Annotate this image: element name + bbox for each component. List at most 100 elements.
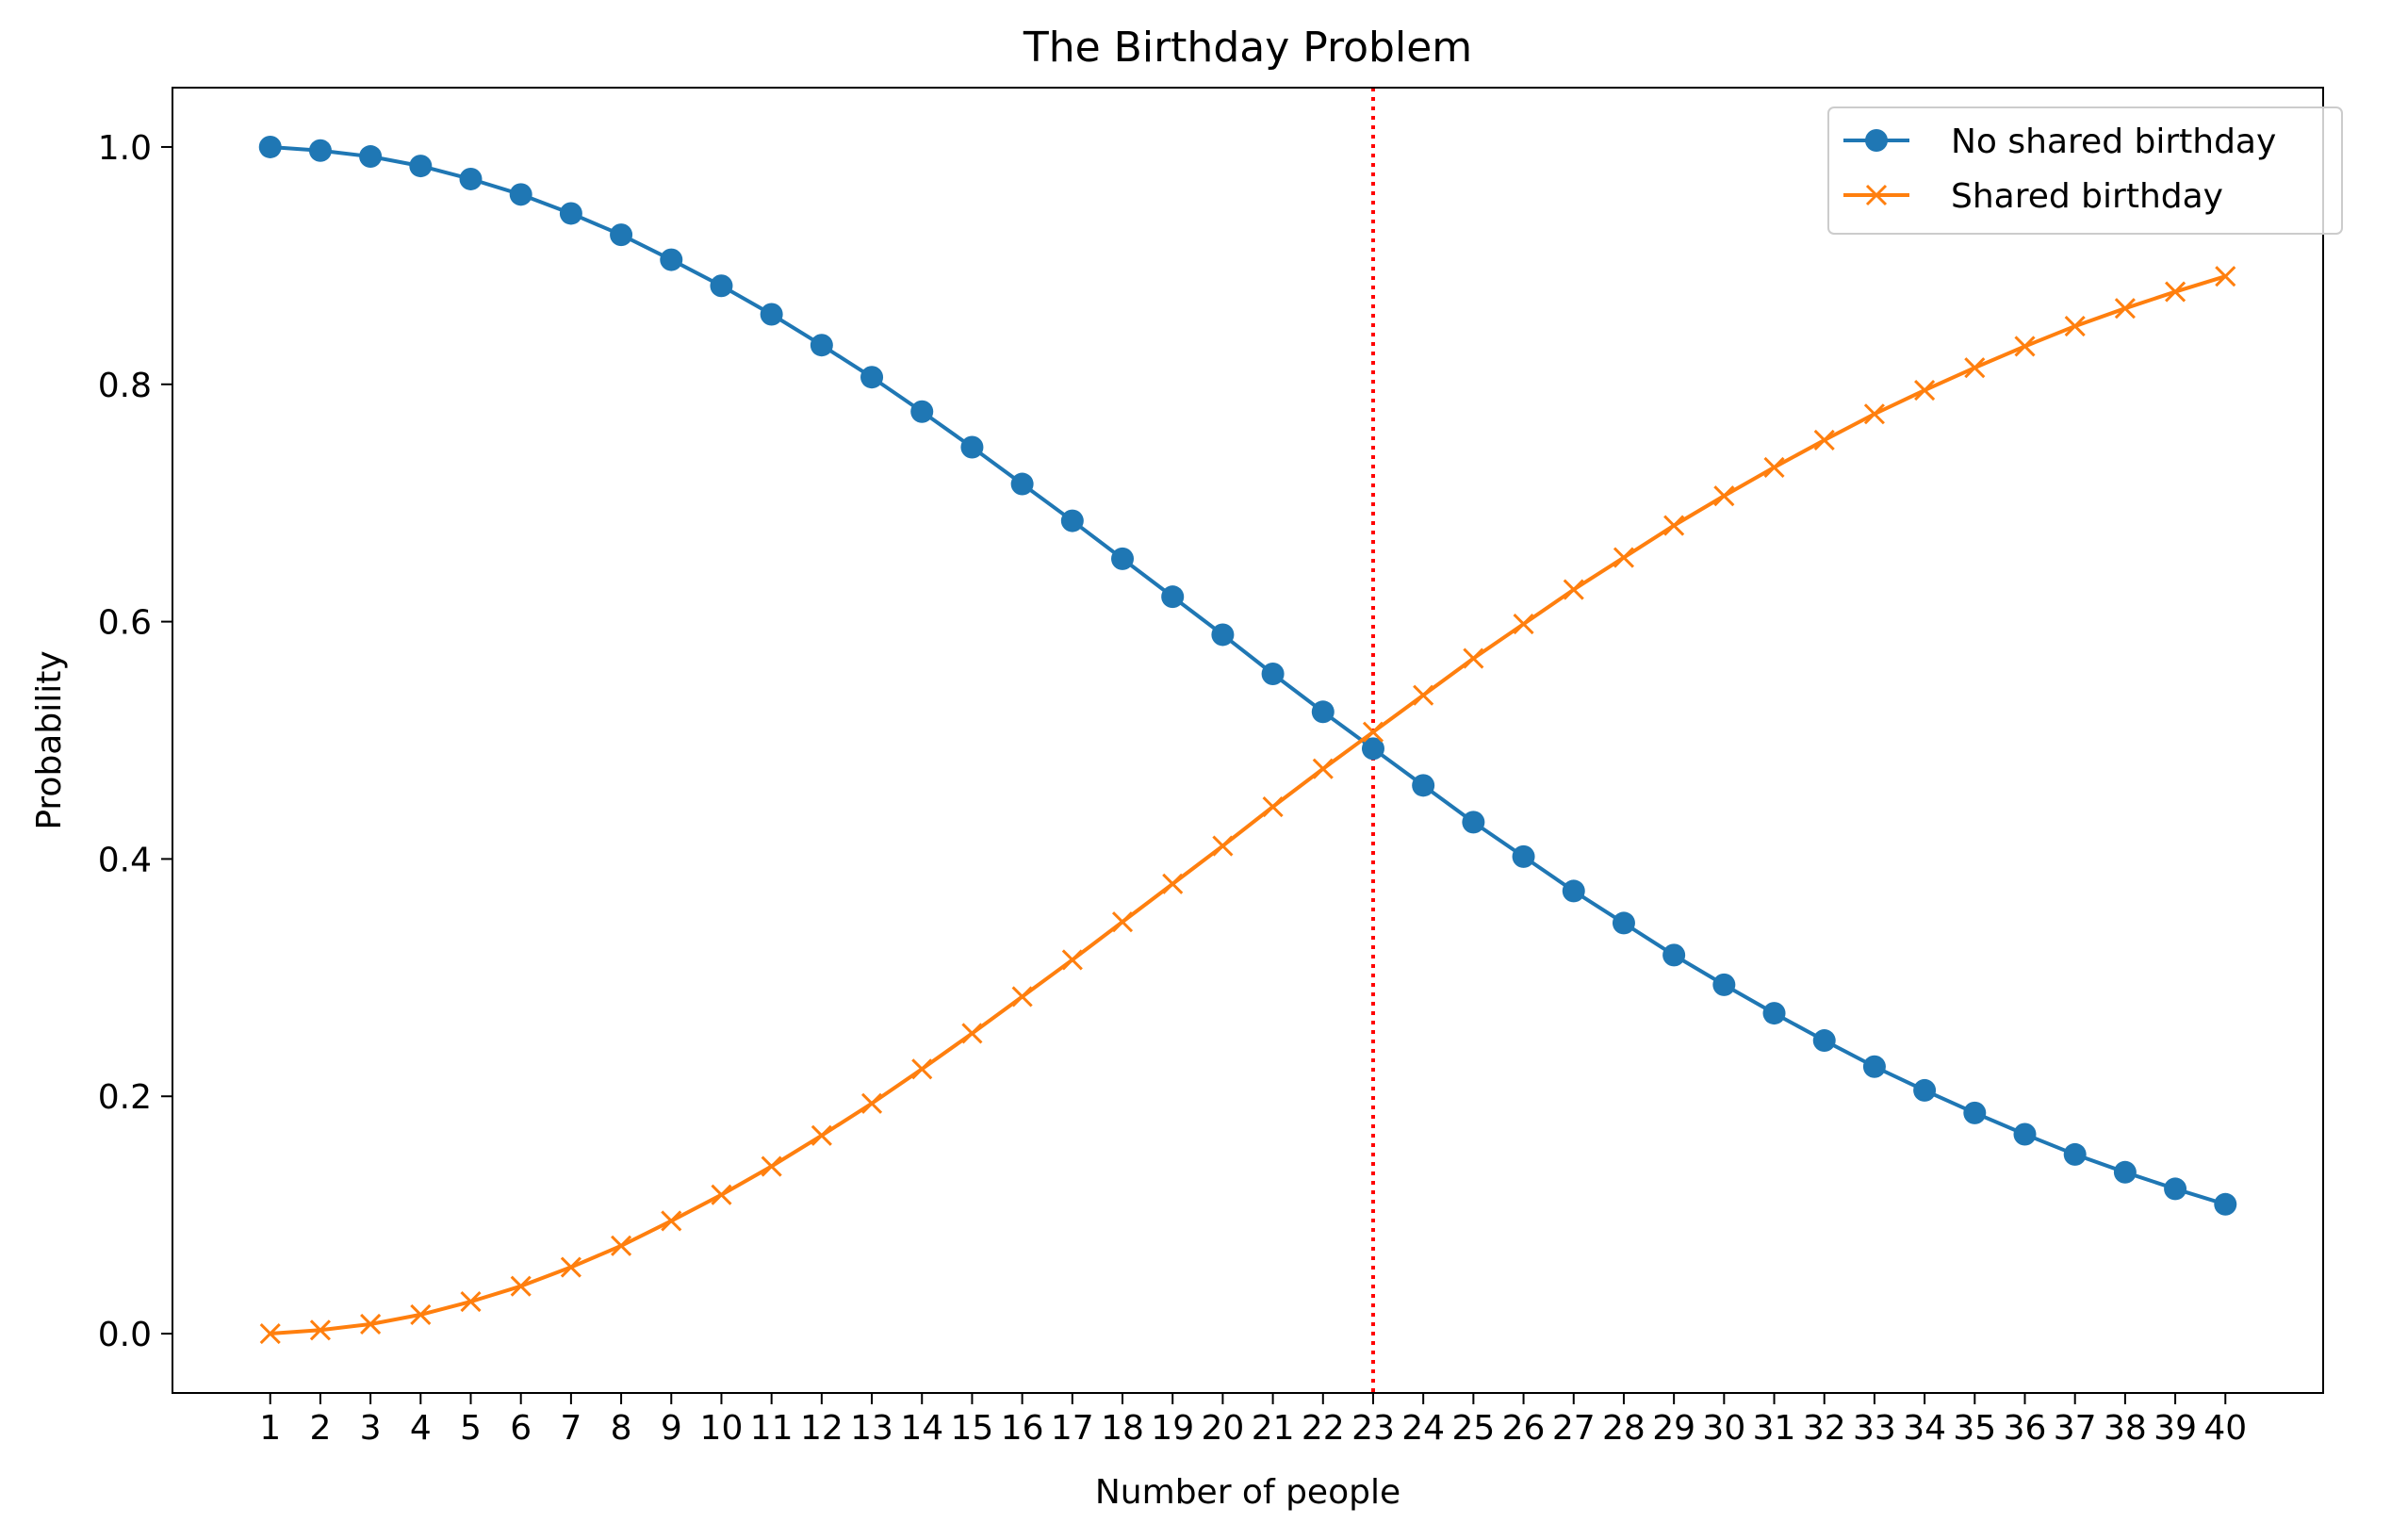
x-tick-label: 1 <box>259 1409 281 1448</box>
x-tick-label: 26 <box>1502 1409 1546 1448</box>
data-point <box>611 1235 632 1256</box>
x-tick-label: 25 <box>1451 1409 1495 1448</box>
data-point <box>1061 949 1083 971</box>
data-point <box>258 135 282 158</box>
x-tick-label: 11 <box>750 1409 794 1448</box>
data-point <box>309 1319 331 1341</box>
data-point <box>1162 873 1184 894</box>
data-point <box>811 1124 832 1146</box>
data-point <box>2014 336 2036 357</box>
data-point <box>1964 357 1986 379</box>
data-point <box>459 167 483 190</box>
data-point <box>1262 795 1284 818</box>
data-point <box>2064 316 2086 337</box>
data-point <box>1261 662 1285 685</box>
x-tick-label: 37 <box>2054 1409 2097 1448</box>
x-tick-label: 32 <box>1803 1409 1846 1448</box>
data-point <box>760 303 783 326</box>
series-shared-birthday <box>259 266 2236 1345</box>
x-tick-label: 36 <box>2004 1409 2047 1448</box>
data-point <box>1212 835 1234 857</box>
data-point <box>610 223 633 247</box>
x-tick-label: 2 <box>309 1409 331 1448</box>
x-tick-label: 13 <box>850 1409 893 1448</box>
data-point <box>810 334 833 357</box>
data-point <box>410 1303 432 1325</box>
x-tick-label: 29 <box>1652 1409 1695 1448</box>
x-tick-label: 15 <box>951 1409 994 1448</box>
data-point <box>1563 579 1584 600</box>
y-tick-label: 0.6 <box>98 604 152 643</box>
x-tick-label: 38 <box>2104 1409 2147 1448</box>
y-tick-label: 1.0 <box>98 129 152 168</box>
data-point <box>1312 758 1334 779</box>
data-point <box>259 1322 281 1345</box>
y-axis: 0.0 0.2 0.4 0.6 0.8 1.0 <box>98 129 172 1354</box>
data-point <box>1862 1055 1886 1078</box>
data-point <box>560 1256 581 1278</box>
data-point <box>559 202 582 225</box>
plot-area <box>172 88 2323 1393</box>
x-tick-label: 14 <box>900 1409 943 1448</box>
data-point <box>1612 911 1635 935</box>
x-tick-label: 18 <box>1101 1409 1144 1448</box>
series-line <box>270 144 2226 1206</box>
data-point <box>910 400 934 423</box>
y-tick-label: 0.2 <box>98 1078 152 1117</box>
x-tick-label: 33 <box>1853 1409 1896 1448</box>
data-point <box>509 183 532 206</box>
data-point <box>1362 721 1384 743</box>
x-tick-label: 5 <box>460 1409 482 1448</box>
data-point <box>1762 1002 1786 1025</box>
data-point <box>1613 547 1635 568</box>
data-point <box>1562 879 1585 903</box>
x-tick-label: 22 <box>1302 1409 1345 1448</box>
x-tick-label: 35 <box>1953 1409 1996 1448</box>
data-point <box>710 274 733 298</box>
y-axis-label: Probability <box>30 650 69 829</box>
x-tick-label: 28 <box>1602 1409 1646 1448</box>
x-tick-label: 21 <box>1252 1409 1295 1448</box>
legend-marker <box>1865 184 1888 206</box>
data-point <box>308 139 332 162</box>
data-point <box>2215 266 2236 287</box>
x-tick-label: 20 <box>1201 1409 1244 1448</box>
legend-label: Shared birthday <box>1951 177 2223 216</box>
chart-title: The Birthday Problem <box>1023 24 1472 72</box>
data-point <box>2013 1122 2037 1146</box>
data-point <box>860 366 884 389</box>
data-point <box>2114 298 2136 319</box>
data-point <box>1914 380 1936 401</box>
data-point <box>1812 1029 1836 1053</box>
data-point <box>960 435 984 459</box>
data-point <box>1713 485 1735 507</box>
y-tick-label: 0.8 <box>98 367 152 405</box>
x-tick-label: 27 <box>1552 1409 1596 1448</box>
x-tick-label: 8 <box>611 1409 632 1448</box>
y-tick-label: 0.4 <box>98 841 152 879</box>
legend-marker <box>1865 129 1888 152</box>
data-point <box>1010 472 1034 496</box>
series-line <box>270 274 2226 1336</box>
legend-box <box>1827 106 2343 235</box>
x-tick-label: 10 <box>700 1409 744 1448</box>
y-tick-label: 0.0 <box>98 1316 152 1354</box>
data-point <box>1663 515 1685 536</box>
series-group <box>258 135 2237 1345</box>
data-point <box>1111 911 1134 933</box>
x-tick-label: 30 <box>1702 1409 1745 1448</box>
data-point <box>1512 844 1535 868</box>
data-point <box>1513 614 1534 635</box>
data-point <box>2214 1192 2237 1216</box>
data-point <box>1662 943 1686 967</box>
x-tick-label: 24 <box>1401 1409 1445 1448</box>
x-tick-label: 40 <box>2203 1409 2247 1448</box>
data-point <box>1863 403 1885 425</box>
data-point <box>2063 1142 2087 1166</box>
data-point <box>360 1313 382 1335</box>
data-point <box>1413 684 1434 706</box>
legend-label: No shared birthday <box>1951 123 2276 161</box>
x-axis: 1 2 3 4 5 6 7 8 9 10 11 12 13 14 15 16 17 18 19 20 21 22 23 24 2… <box>259 1393 2247 1448</box>
data-point <box>510 1275 532 1297</box>
data-point <box>1011 986 1033 1008</box>
